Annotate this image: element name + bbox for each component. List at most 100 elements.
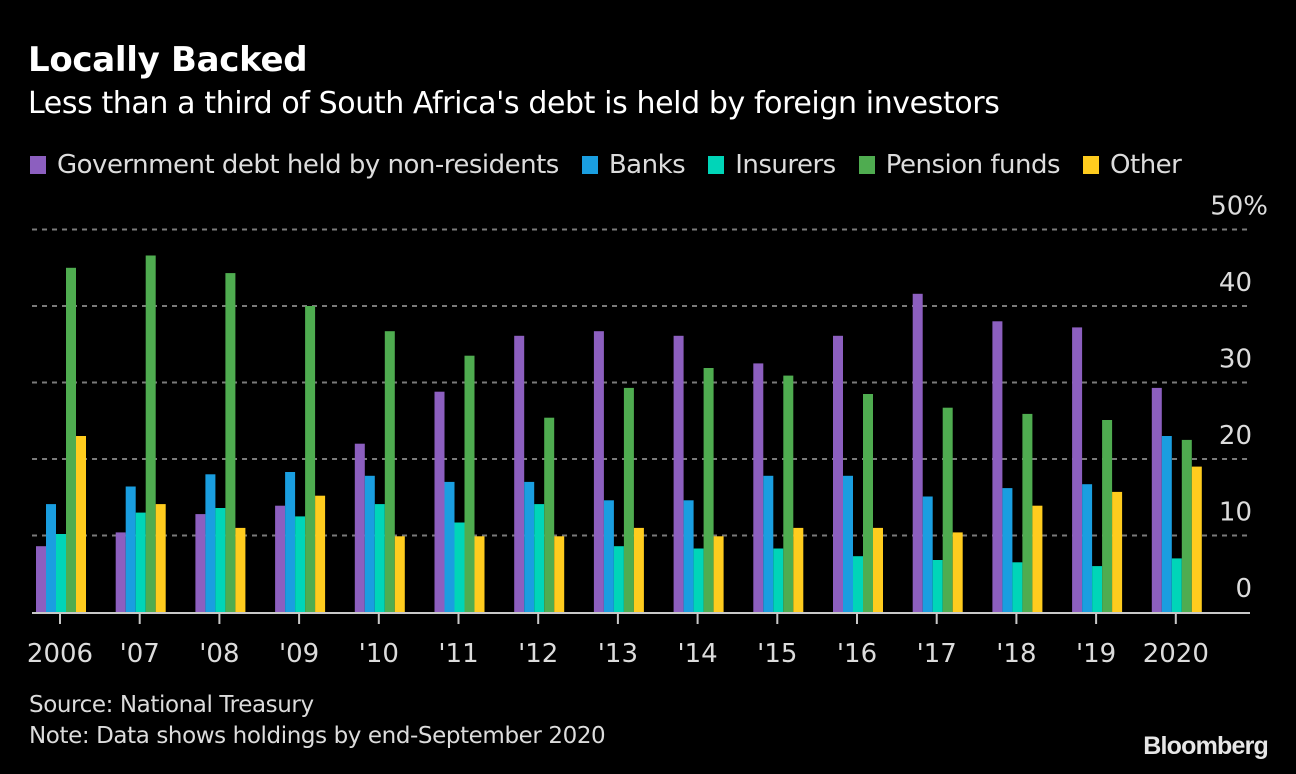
x-tick-label: 2020 [1143, 639, 1209, 669]
legend-item-non-residents: Government debt held by non-residents [30, 150, 559, 180]
bar-pension-funds [1022, 413, 1033, 612]
bar-pension-funds [384, 331, 395, 612]
bar-banks [843, 475, 853, 612]
y-tick-label: 20 [1219, 421, 1252, 451]
bar-insurers [613, 546, 624, 612]
bar-banks [444, 481, 455, 612]
bar-pension-funds [225, 273, 236, 612]
x-tick-label: '18 [996, 639, 1036, 669]
bar-group-11 [912, 293, 963, 612]
bar-banks [364, 475, 375, 612]
x-tick-label: '09 [279, 639, 319, 669]
bar-other [952, 532, 963, 612]
legend-swatch-other [1083, 156, 1100, 174]
bar-non-residents [36, 546, 46, 612]
bar-other [155, 504, 166, 612]
bar-other [713, 536, 724, 612]
bar-group-3 [275, 306, 326, 612]
bar-other [235, 527, 246, 612]
bar-group-6 [514, 335, 565, 612]
bar-insurers [1092, 566, 1103, 612]
bar-banks [524, 481, 535, 612]
y-axis-labels: 0 10 20 30 40 50% [1210, 192, 1268, 605]
bar-other [474, 536, 485, 612]
legend-swatch-banks [581, 156, 598, 174]
bar-insurers [374, 504, 385, 612]
x-axis: 2006 '07 '08 '09 '10 '11 '12 '13 '14 '15 '16 '17 '18… [27, 612, 1250, 669]
bar-group-14 [1151, 387, 1202, 612]
bar-group-5 [434, 355, 485, 612]
bar-insurers [215, 508, 226, 612]
bar-insurers [1012, 562, 1023, 612]
x-tick-label: '13 [598, 639, 638, 669]
legend-label: Banks [608, 150, 686, 180]
x-tick-label: '17 [917, 639, 957, 669]
legend-item-insurers: Insurers [708, 150, 836, 180]
bar-non-residents [1072, 327, 1083, 612]
bar-other [1191, 466, 1202, 612]
y-tick-label: 40 [1219, 268, 1252, 298]
bar-pension-funds [305, 306, 316, 612]
bar-pension-funds [464, 355, 475, 612]
bar-insurers [932, 560, 943, 612]
legend-swatch-non-residents [30, 156, 46, 174]
bar-non-residents [434, 391, 445, 612]
y-tick-label: 10 [1219, 498, 1252, 528]
bar-pension-funds [942, 407, 953, 612]
bar-non-residents [275, 505, 286, 612]
bar-insurers [56, 534, 66, 612]
legend-swatch-pension-funds [858, 156, 875, 174]
bar-banks [1002, 488, 1013, 612]
x-tick-label: '08 [199, 639, 239, 669]
bar-non-residents [673, 335, 684, 612]
x-tick-label: 2006 [27, 639, 93, 669]
legend-item-other: Other [1083, 150, 1182, 180]
bar-banks [763, 475, 774, 612]
bar-other [315, 495, 326, 612]
bar-group-4 [354, 331, 405, 612]
data-note: Note: Data shows holdings by end-Septemb… [29, 723, 606, 749]
chart-subtitle: Less than a third of South Africa's debt… [28, 86, 1000, 121]
bar-group-2 [195, 273, 246, 612]
x-tick-label: '10 [359, 639, 399, 669]
bar-pension-funds [623, 387, 634, 612]
bar-other [873, 527, 883, 612]
bar-non-residents [195, 514, 206, 612]
source-note: Source: National Treasury [29, 692, 314, 718]
bar-insurers [534, 504, 545, 612]
bar-other [633, 527, 644, 612]
legend: Government debt held by non-residents Ba… [30, 150, 1204, 180]
bar-group-1 [115, 255, 166, 612]
x-tick-label: '11 [438, 639, 478, 669]
x-tick-label: '14 [677, 639, 717, 669]
bar-pension-funds [1102, 420, 1113, 612]
bar-banks [1161, 436, 1172, 612]
bar-pension-funds [783, 375, 794, 612]
bar-group-10 [833, 335, 883, 612]
bar-banks [46, 504, 56, 612]
bar-insurers [853, 556, 863, 612]
bar-insurers [693, 548, 704, 612]
bar-group-0 [36, 267, 86, 613]
bar-non-residents [593, 331, 604, 612]
bloomberg-logo: Bloomberg [1143, 732, 1269, 760]
chart-title: Locally Backed [28, 40, 308, 80]
bar-group-12 [992, 321, 1043, 612]
bar-non-residents [514, 335, 525, 612]
bar-pension-funds [66, 267, 76, 613]
legend-label: Government debt held by non-residents [57, 150, 559, 180]
bar-group-7 [593, 331, 644, 612]
legend-swatch-insurers [708, 156, 725, 174]
bar-group-8 [673, 335, 724, 612]
bar-other [1112, 491, 1123, 612]
bar-banks [125, 486, 136, 612]
bar-non-residents [1151, 387, 1162, 612]
bar-banks [683, 500, 694, 612]
bar-insurers [295, 516, 306, 612]
bar-non-residents [833, 335, 843, 612]
legend-label: Insurers [735, 150, 836, 180]
bar-other [554, 536, 565, 612]
x-tick-label: '16 [837, 639, 877, 669]
bar-pension-funds [1181, 439, 1192, 612]
legend-item-pension-funds: Pension funds [858, 150, 1061, 180]
